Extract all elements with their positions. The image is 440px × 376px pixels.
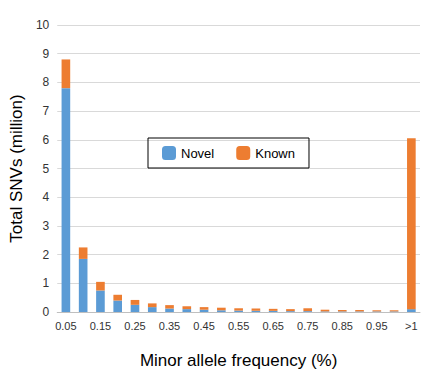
svg-text:5: 5: [43, 162, 50, 176]
svg-text:Minor allele frequency (%): Minor allele frequency (%): [140, 351, 337, 370]
svg-text:0.15: 0.15: [90, 320, 111, 332]
svg-text:0.55: 0.55: [228, 320, 249, 332]
svg-text:8: 8: [43, 75, 50, 89]
svg-text:0.65: 0.65: [262, 320, 283, 332]
svg-text:10: 10: [36, 18, 50, 32]
svg-text:0.45: 0.45: [193, 320, 214, 332]
svg-text:0.35: 0.35: [159, 320, 180, 332]
svg-text:7: 7: [43, 104, 50, 118]
svg-text:Known: Known: [255, 146, 295, 161]
svg-text:0.95: 0.95: [366, 320, 387, 332]
svg-text:Novel: Novel: [181, 146, 214, 161]
svg-text:3: 3: [43, 219, 50, 233]
svg-text:2: 2: [43, 248, 50, 262]
svg-text:9: 9: [43, 47, 50, 61]
svg-text:4: 4: [43, 190, 50, 204]
svg-text:0.25: 0.25: [124, 320, 145, 332]
svg-text:6: 6: [43, 133, 50, 147]
svg-text:1: 1: [43, 276, 50, 290]
svg-text:0.85: 0.85: [332, 320, 353, 332]
svg-text:>1: >1: [405, 320, 418, 332]
svg-text:0.75: 0.75: [297, 320, 318, 332]
svg-text:0.05: 0.05: [55, 320, 76, 332]
svg-text:0: 0: [43, 305, 50, 319]
svg-text:Total SNVs (million): Total SNVs (million): [7, 94, 26, 242]
